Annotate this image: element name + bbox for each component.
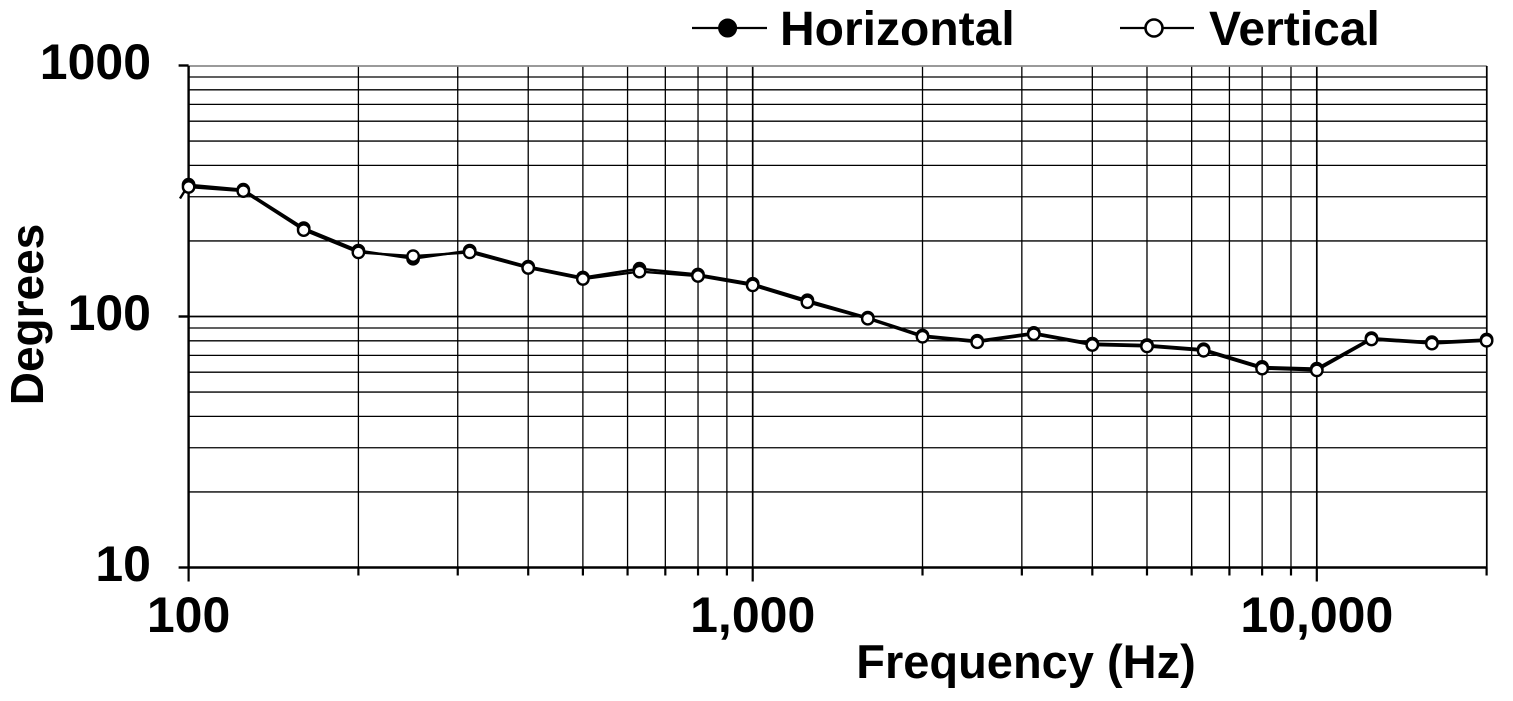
svg-text:100: 100 [68,285,151,341]
svg-text:Horizontal: Horizontal [780,3,1015,56]
svg-text:10,000: 10,000 [1240,587,1393,643]
svg-text:Degrees: Degrees [1,224,53,406]
svg-text:Frequency (Hz): Frequency (Hz) [856,635,1196,688]
svg-text:1000: 1000 [40,34,151,90]
svg-text:1,000: 1,000 [690,587,815,643]
svg-text:Vertical: Vertical [1209,3,1380,56]
svg-text:10: 10 [95,536,151,592]
svg-text:100: 100 [147,587,230,643]
